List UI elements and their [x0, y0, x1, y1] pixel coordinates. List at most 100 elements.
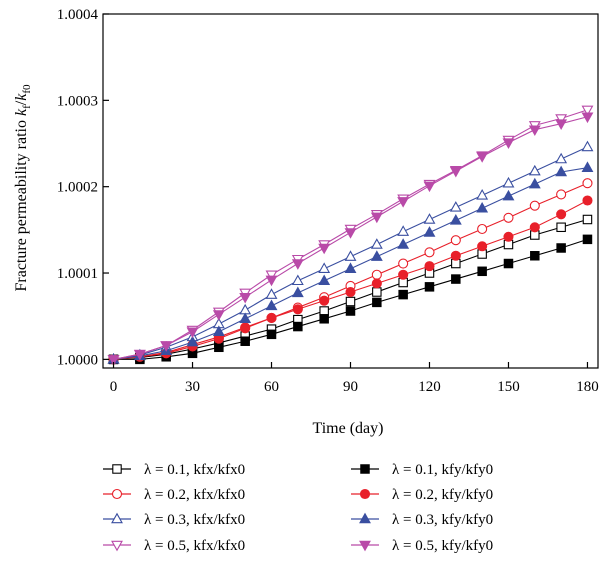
x-tick-label: 150: [497, 379, 520, 395]
data-point: [449, 214, 462, 225]
data-point: [397, 225, 410, 236]
data-point: [318, 262, 331, 273]
legend-item: λ = 0.5, kfx/kfx0: [103, 538, 245, 554]
data-point: [503, 212, 514, 223]
data-point: [397, 197, 410, 208]
data-point: [502, 176, 515, 188]
data-point: [528, 177, 541, 189]
data-point: [212, 310, 225, 321]
data-point: [424, 282, 435, 292]
data-point: [266, 312, 277, 323]
data-point: [398, 289, 408, 300]
data-point: [476, 152, 489, 163]
data-point: [582, 195, 593, 206]
data-point: [240, 323, 251, 334]
legend-label: λ = 0.5, kfy/kfy0: [392, 538, 493, 554]
data-point: [398, 269, 409, 280]
data-point: [186, 327, 199, 339]
data-point: [344, 250, 357, 261]
x-tick-label: 60: [264, 379, 279, 395]
y-tick-label: 1.0004: [57, 7, 99, 23]
series-3: [107, 140, 594, 364]
x-tick-label: 0: [110, 379, 118, 395]
legend-label: λ = 0.3, kfy/kfy0: [392, 512, 493, 528]
legend-item: λ = 0.5, kfy/kfy0: [351, 538, 493, 554]
data-point: [450, 250, 461, 261]
y-tick-label: 1.0003: [57, 93, 98, 109]
data-point: [265, 270, 278, 282]
data-point: [359, 488, 371, 500]
legend-label: λ = 0.1, kfx/kfx0: [144, 462, 245, 478]
data-point: [449, 201, 462, 212]
data-point: [582, 234, 593, 245]
data-point: [556, 189, 567, 200]
legend-label: λ = 0.1, kfy/kfy0: [392, 462, 493, 478]
data-point: [555, 119, 568, 130]
data-point: [530, 251, 540, 261]
series-8: [107, 112, 594, 366]
y-tick-label: 1.0000: [57, 352, 98, 368]
data-point: [265, 275, 278, 287]
legend-label: λ = 0.2, kfx/kfx0: [144, 487, 245, 503]
data-point: [265, 299, 278, 311]
data-point: [345, 306, 356, 316]
legend: λ = 0.1, kfx/kfx0 λ = 0.2, kfx/kfx0 λ = 0.…: [103, 462, 493, 554]
data-point: [529, 222, 540, 233]
data-point: [318, 243, 331, 255]
data-point: [477, 223, 488, 235]
data-point: [239, 312, 252, 324]
x-tick-label: 180: [576, 379, 599, 395]
data-point: [423, 213, 436, 224]
data-point: [359, 540, 371, 552]
data-point: [319, 295, 330, 306]
data-point: [476, 201, 489, 213]
data-point: [398, 258, 409, 269]
data-point: [424, 247, 435, 258]
data-point: [345, 286, 356, 298]
data-point: [344, 262, 357, 273]
data-point: [423, 181, 436, 193]
data-point: [107, 355, 120, 366]
data-point: [319, 314, 329, 324]
data-point: [477, 266, 487, 277]
legend-item: λ = 0.2, kfx/kfx0: [103, 487, 245, 503]
data-point: [581, 161, 594, 172]
data-point: [502, 138, 515, 149]
data-point: [503, 231, 514, 242]
data-point: [240, 336, 250, 346]
legend-item: λ = 0.2, kfy/kfy0: [351, 487, 493, 503]
data-point: [555, 152, 568, 164]
data-point: [556, 222, 566, 233]
data-point: [292, 304, 303, 315]
series-7: [107, 161, 594, 364]
data-point: [423, 226, 436, 237]
data-point: [214, 342, 224, 353]
data-point: [502, 189, 515, 201]
data-point: [581, 140, 594, 152]
data-point: [318, 274, 331, 286]
data-point: [186, 335, 199, 347]
data-point: [424, 261, 435, 272]
data-point: [451, 274, 461, 284]
data-point: [359, 512, 371, 524]
data-point: [111, 540, 123, 552]
data-point: [319, 306, 329, 316]
data-point: [556, 243, 566, 253]
data-point: [477, 241, 488, 252]
x-tick-label: 90: [343, 379, 358, 395]
data-point: [265, 288, 278, 299]
data-point: [372, 287, 382, 297]
data-point: [555, 114, 568, 125]
data-point: [266, 329, 277, 340]
data-point: [372, 297, 382, 308]
data-point: [476, 188, 489, 200]
data-point: [581, 105, 594, 117]
data-point: [370, 212, 383, 224]
data-point: [450, 235, 461, 246]
data-point: [371, 278, 382, 289]
data-point: [291, 286, 304, 298]
data-point: [529, 200, 540, 211]
data-point: [528, 125, 541, 137]
series-6: [108, 195, 593, 365]
